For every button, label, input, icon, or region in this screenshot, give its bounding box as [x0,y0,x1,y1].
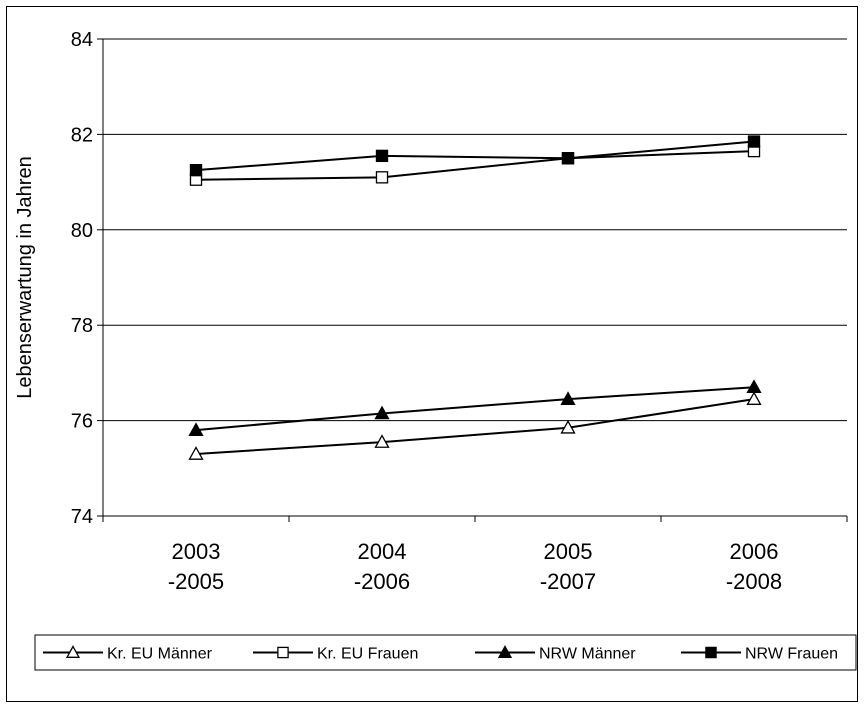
series-line [195,140,755,172]
y-tick-labels: 74 76 78 80 82 84 [71,29,93,528]
series [188,379,762,436]
chart-frame: 74 76 78 80 82 84 2003 -2005 2004 -2006 2005 -2007… [6,6,858,702]
x-tick-label-line: -2008 [726,569,782,594]
data-point [375,171,389,184]
x-tick-label-line: -2006 [354,569,410,594]
data-point [375,149,389,163]
y-tick-label: 80 [71,220,93,242]
legend-item: Kr. EU Frauen [253,646,418,663]
y-tick-label: 74 [71,506,93,528]
y-axis-label: Lebenserwartung in Jahren [14,156,36,398]
y-tick-label: 84 [71,29,93,51]
x-tick-label-line: -2005 [168,569,224,594]
legend-label: Kr. EU Männer [107,646,213,663]
x-tick-label-line: 2006 [730,539,779,564]
legend-item: NRW Männer [475,645,636,663]
data-point [746,391,762,405]
data-point [497,645,513,658]
series-lines [188,135,762,460]
x-tick-label-line: 2005 [544,539,593,564]
y-tick-label: 76 [71,411,93,433]
x-tick-label: 2003 -2005 [168,539,224,594]
legend-label: Kr. EU Frauen [317,646,418,663]
axes [97,38,848,522]
line-chart: 74 76 78 80 82 84 2003 -2005 2004 -2006 2005 -2007… [14,29,857,671]
x-tick-label: 2005 -2007 [540,539,596,594]
data-point [561,152,575,165]
legend: Kr. EU Männer Kr. EU Frauen NRW Männer NRW … [34,634,857,671]
data-point [705,646,717,659]
series [189,135,761,177]
x-tick-label-line: 2004 [358,539,407,564]
series-line [195,386,755,432]
gridlines [103,38,847,422]
x-tick-label: 2004 -2006 [354,539,410,594]
legend-label: NRW Frauen [745,646,838,663]
data-point [188,422,204,436]
x-tick-label: 2006 -2008 [726,539,782,594]
legend-item: Kr. EU Männer [43,645,213,663]
series-line [195,150,755,181]
data-point [189,163,203,177]
series [189,144,761,186]
x-tick-label-line: 2003 [172,539,221,564]
data-point [560,419,576,434]
series-line [195,398,755,455]
x-tick-labels: 2003 -2005 2004 -2006 2005 -2007 2006 -2008 [168,539,782,594]
legend-item: NRW Frauen [681,646,838,663]
y-tick-label: 78 [71,315,93,337]
data-point [747,135,761,148]
data-point [65,645,81,658]
data-point [188,446,204,460]
legend-label: NRW Männer [539,646,636,663]
data-point [560,391,576,405]
data-point [277,646,289,659]
data-point [374,434,390,448]
series [188,391,762,460]
data-point [374,405,390,420]
x-tick-label-line: -2007 [540,569,596,594]
data-point [746,379,762,394]
y-tick-label: 82 [71,124,93,146]
